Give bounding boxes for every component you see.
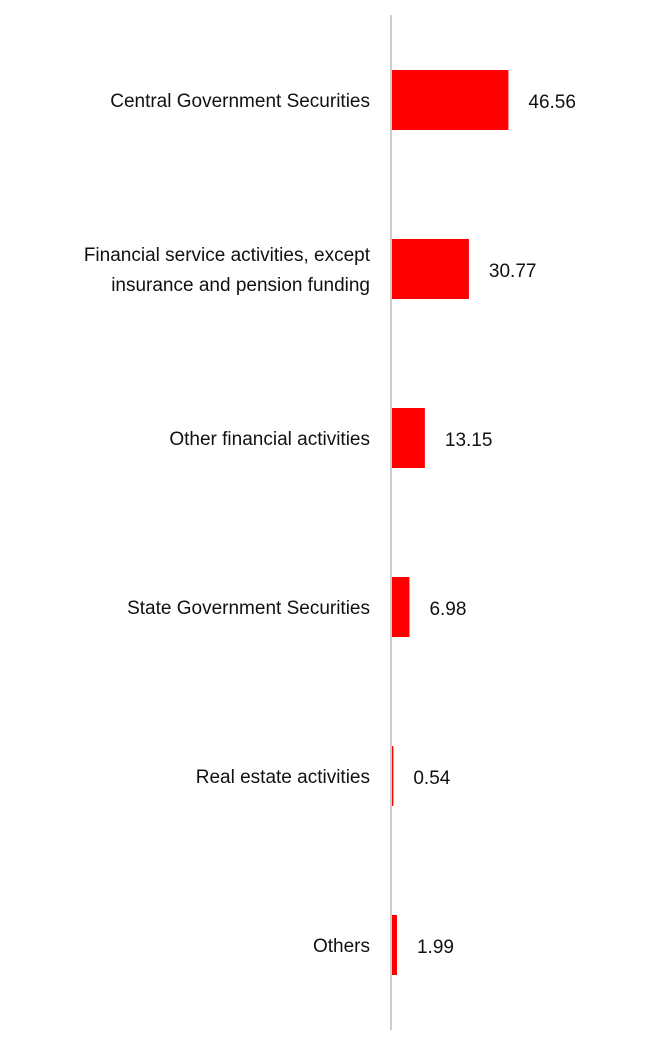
category-label: Real estate activities xyxy=(196,767,370,788)
category-label-line: insurance and pension funding xyxy=(111,275,370,296)
category-label-line: Other financial activities xyxy=(169,429,370,450)
value-label: 30.77 xyxy=(489,261,537,282)
bar xyxy=(392,577,410,637)
value-label: 1.99 xyxy=(417,937,454,958)
category-label-line: Central Government Securities xyxy=(110,91,370,112)
category-label-line: State Government Securities xyxy=(127,598,370,619)
category-label-line: Real estate activities xyxy=(196,767,370,788)
value-label: 46.56 xyxy=(528,92,576,113)
value-labels-group: 46.56 30.77 13.15 6.98 0.54 1.99 xyxy=(413,92,576,958)
value-label: 13.15 xyxy=(445,430,493,451)
category-label: Central Government Securities xyxy=(110,91,370,112)
bar xyxy=(392,915,397,975)
bar xyxy=(392,70,509,130)
category-label: Others xyxy=(313,936,370,957)
category-label: Other financial activities xyxy=(169,429,370,450)
category-label-line: Others xyxy=(313,936,370,957)
category-label: State Government Securities xyxy=(127,598,370,619)
value-label: 6.98 xyxy=(429,599,466,620)
bar xyxy=(392,239,469,299)
bar xyxy=(392,408,425,468)
category-label-line: Financial service activities, except xyxy=(84,245,371,266)
category-labels-group: Central Government Securities Financial s… xyxy=(84,91,371,957)
bars-group xyxy=(392,70,509,975)
value-label: 0.54 xyxy=(413,768,450,789)
bar xyxy=(392,746,394,806)
category-label: Financial service activities, except insu… xyxy=(84,245,371,296)
